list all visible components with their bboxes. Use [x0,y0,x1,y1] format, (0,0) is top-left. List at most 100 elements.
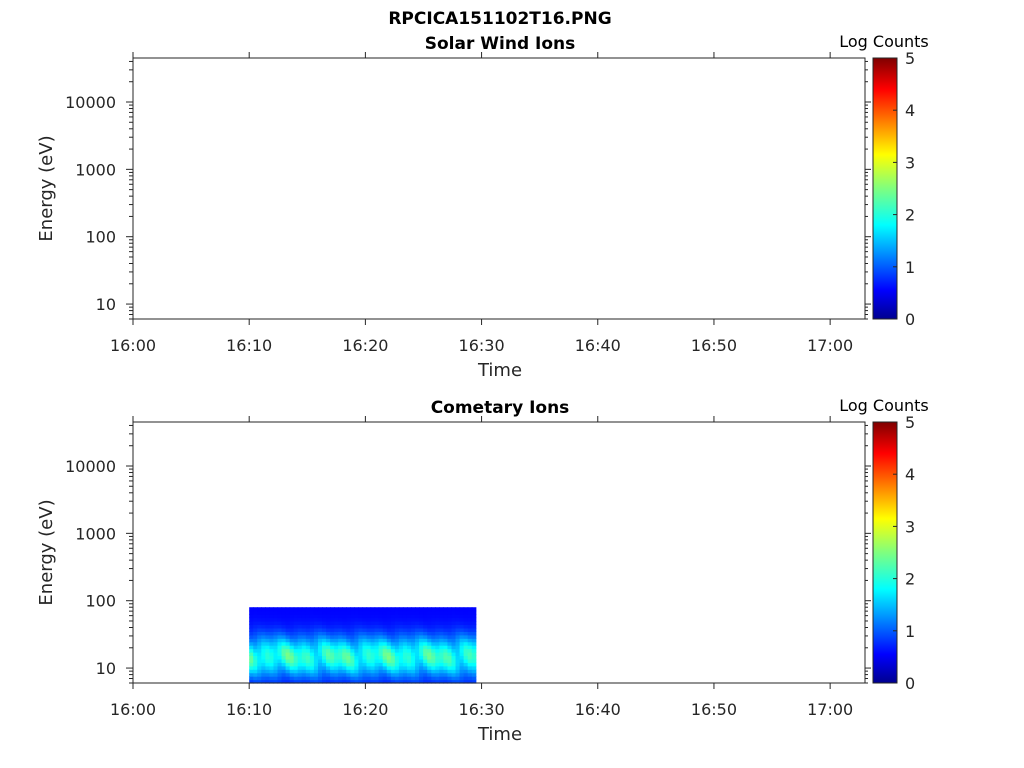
heatmap-cell [455,662,461,667]
heatmap-cell [249,662,254,667]
heatmap-cell [447,676,453,681]
heatmap-cell [431,614,436,619]
heatmap-cell [265,655,271,660]
heatmap-cell [326,607,331,612]
heatmap-cell [297,624,303,629]
heatmap-cell [330,610,335,615]
heatmap-cell [261,631,266,636]
heatmap-cell [265,645,271,650]
heatmap-cell [419,614,424,619]
heatmap-cell [249,610,254,615]
heatmap-cell [374,655,380,660]
heatmap-cell [354,617,360,622]
heatmap-cell [313,610,319,615]
heatmap-cell [443,614,449,619]
heatmap-cell [342,614,347,619]
heatmap-cell [301,679,307,684]
heatmap-cell [362,679,368,684]
heatmap-cell [289,607,295,612]
heatmap-cell [330,645,335,650]
heatmap-cell [269,641,275,646]
heatmap-cell [362,658,368,663]
heatmap-cell [269,614,275,619]
heatmap-cell [398,676,404,681]
heatmap-cell [394,614,400,619]
heatmap-cell [402,676,408,681]
heatmap-cell [431,662,436,667]
heatmap-cell [269,645,275,650]
heatmap-cell [261,655,266,660]
heatmap-cell [322,641,327,646]
heatmap-cell [305,617,311,622]
heatmap-cell [382,658,388,663]
heatmap-cell [471,634,477,639]
heatmap-cell [253,669,258,674]
heatmap-cell [342,672,347,677]
heatmap-cell [326,665,331,670]
heatmap-cell [346,634,351,639]
heatmap-cell [406,638,412,643]
heatmap-cell [431,665,436,670]
heatmap-cell [257,658,262,663]
heatmap-cell [253,658,258,663]
heatmap-cell [285,631,291,636]
heatmap-cell [289,672,295,677]
heatmap-cell [261,610,266,615]
colorbar-tick-label: 0 [905,674,915,693]
heatmap-cell [297,614,303,619]
heatmap-cell [374,610,380,615]
heatmap-cell [257,617,262,622]
heatmap-cell [330,658,335,663]
heatmap-cell [451,631,457,636]
heatmap-cell [326,652,331,657]
heatmap-cell [297,652,303,657]
heatmap-cell [281,669,287,674]
heatmap-cell [261,607,266,612]
heatmap-cell [423,679,428,684]
heatmap-cell [398,624,404,629]
heatmap-cell [334,627,339,632]
heatmap-cell [443,641,449,646]
heatmap-cell [435,679,440,684]
heatmap-cell [390,634,396,639]
heatmap-cell [249,648,254,653]
heatmap-cell [358,665,364,670]
heatmap-cell [342,641,347,646]
heatmap-cell [265,610,271,615]
heatmap-cell [394,652,400,657]
heatmap-cell [370,679,376,684]
heatmap-cell [350,665,355,670]
heatmap-cell [265,676,271,681]
x-tick-label: 16:30 [459,700,505,719]
heatmap-cell [471,631,477,636]
heatmap-cell [447,655,453,660]
heatmap-cell [265,621,271,626]
heatmap-cell [370,617,376,622]
heatmap-cell [394,607,400,612]
heatmap-cell [346,641,351,646]
heatmap-cell [471,652,477,657]
heatmap-cell [249,617,254,622]
heatmap-cell [249,672,254,677]
heatmap-cell [386,610,392,615]
heatmap-cell [277,676,283,681]
heatmap-cell [334,648,339,653]
heatmap-cell [346,676,351,681]
heatmap-cell [402,655,408,660]
heatmap-cell [338,658,343,663]
heatmap-cell [390,669,396,674]
heatmap-cell [273,676,279,681]
heatmap-cell [362,641,368,646]
heatmap-cell [390,672,396,677]
heatmap-cell [277,624,283,629]
heatmap-cell [249,652,254,657]
heatmap-cell [261,641,266,646]
heatmap-cell [431,641,436,646]
heatmap-cell [289,645,295,650]
heatmap-cell [309,652,315,657]
heatmap-cell [301,665,307,670]
heatmap-cell [447,645,453,650]
heatmap-cell [402,641,408,646]
heatmap-cell [285,614,291,619]
heatmap-cell [269,627,275,632]
